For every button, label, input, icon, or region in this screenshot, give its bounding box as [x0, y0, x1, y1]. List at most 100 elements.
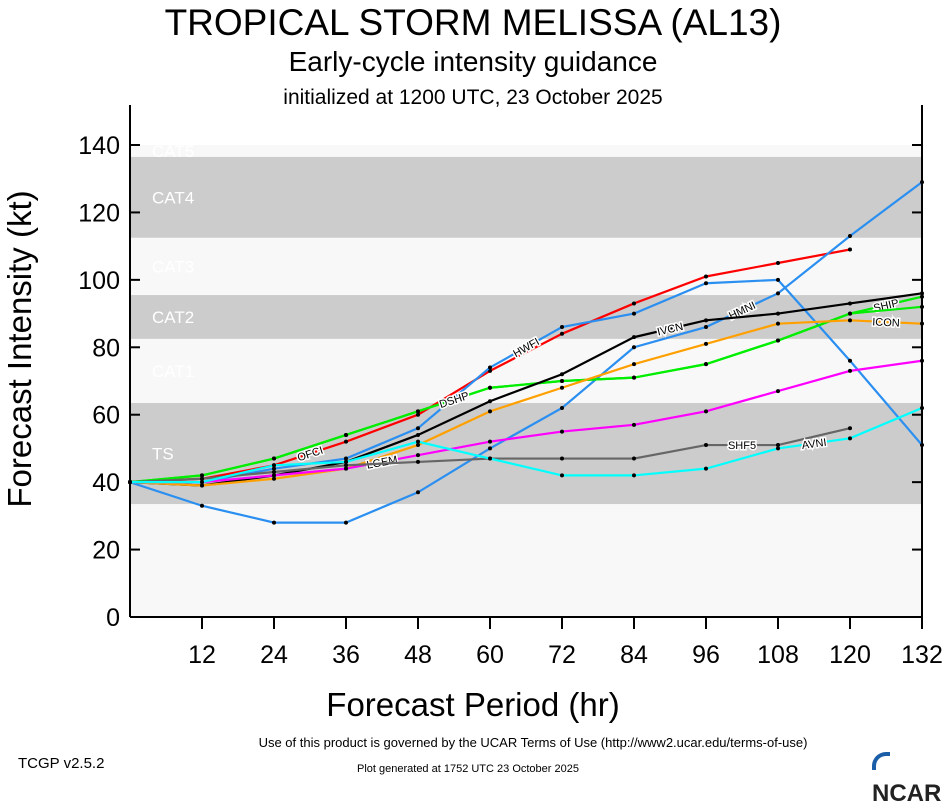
data-point: [704, 281, 708, 286]
series-icon-6: ICON: [128, 315, 924, 488]
data-point: [848, 311, 852, 316]
data-point: [272, 463, 276, 468]
data-point: [560, 379, 564, 383]
version-text: TCGP v2.5.2: [18, 755, 105, 772]
data-point: [920, 443, 924, 448]
band-ts: [130, 402, 922, 505]
data-point: [632, 362, 636, 367]
data-point: [488, 385, 492, 390]
series-line: [129, 305, 923, 484]
band-label-cat1: CAT1: [152, 362, 194, 381]
intensity-chart: TS CAT1 CAT2 CAT3 CAT4 CAT5 0 20 40 60 80 100 120 140…: [78, 105, 943, 669]
data-point: [920, 304, 924, 309]
band-cat2: [130, 295, 922, 339]
series-line: [130, 359, 923, 484]
data-point: [344, 463, 348, 468]
series-label: ICON: [872, 316, 900, 329]
data-point: [560, 405, 564, 410]
y-tick-label: 20: [92, 537, 120, 565]
data-point: [416, 426, 420, 431]
data-point: [416, 439, 420, 444]
data-point: [344, 439, 348, 444]
initialized-time: initialized at 1200 UTC, 23 October 2025: [283, 86, 663, 109]
data-point: [560, 331, 564, 336]
data-point: [416, 412, 420, 417]
band-cat1: [130, 338, 922, 403]
data-point: [632, 422, 636, 427]
data-point: [488, 399, 492, 404]
data-point: [632, 375, 636, 380]
data-point: [416, 432, 420, 437]
y-tick-label: 140: [78, 132, 120, 160]
y-tick-label: 60: [92, 402, 120, 430]
series-label: AVNI: [801, 437, 827, 452]
x-tick-label: 48: [404, 641, 432, 669]
data-point: [272, 470, 276, 475]
generated-time: Plot generated at 1752 UTC 23 October 20…: [357, 763, 579, 775]
data-point: [560, 325, 564, 330]
data-point: [200, 483, 204, 488]
series-line: [130, 406, 923, 484]
data-point: [560, 473, 564, 478]
series-line: [130, 278, 923, 484]
data-point: [848, 247, 852, 252]
chart-title: TROPICAL STORM MELISSA (AL13): [164, 2, 782, 43]
data-point: [704, 274, 708, 279]
x-tick-label: 36: [332, 641, 360, 669]
data-point: [632, 456, 636, 461]
data-point: [920, 180, 924, 185]
data-point: [488, 456, 492, 461]
data-point: [416, 443, 420, 448]
data-point: [776, 443, 780, 448]
data-point: [272, 456, 276, 461]
x-axis-label: Forecast Period (hr): [326, 686, 620, 723]
x-tick-label: 24: [260, 641, 288, 669]
y-tick-label: 0: [106, 604, 120, 632]
ncar-logo-text: NCAR: [872, 780, 942, 807]
data-point: [920, 321, 924, 326]
data-point: [920, 405, 924, 410]
data-point: [848, 234, 852, 239]
data-point: [488, 368, 492, 373]
data-point: [848, 368, 852, 373]
data-point: [416, 409, 420, 414]
data-point: [200, 503, 204, 508]
data-point: [776, 291, 780, 296]
data-point: [848, 436, 852, 441]
data-point: [704, 362, 708, 367]
x-tick-label: 84: [620, 641, 648, 669]
data-point: [560, 385, 564, 390]
data-point: [272, 520, 276, 525]
data-point: [920, 291, 924, 296]
data-point: [776, 338, 780, 343]
data-point: [488, 409, 492, 414]
data-point: [344, 459, 348, 464]
y-tick-label: 40: [92, 469, 120, 497]
band-label-cat2: CAT2: [152, 308, 194, 327]
data-point: [200, 473, 204, 478]
data-point: [848, 301, 852, 306]
data-point: [560, 372, 564, 377]
x-tick-label: 108: [757, 641, 799, 669]
series-line: [129, 319, 923, 487]
band-cat5: [130, 145, 922, 157]
data-point: [344, 466, 348, 471]
data-point: [272, 476, 276, 481]
data-point: [848, 318, 852, 323]
x-tick-label: 132: [901, 641, 943, 669]
data-point: [128, 480, 132, 485]
data-point: [776, 277, 780, 282]
data-point: [704, 466, 708, 471]
band-cat4: [130, 156, 922, 238]
series-avni-9: AVNI: [128, 405, 924, 485]
data-point: [200, 480, 204, 485]
band-label-cat5: CAT5: [152, 142, 194, 161]
data-point: [416, 453, 420, 458]
x-tick-label: 12: [188, 641, 216, 669]
data-point: [776, 321, 780, 326]
band-cat3: [130, 237, 922, 296]
x-tick-label: 96: [692, 641, 720, 669]
data-point: [344, 520, 348, 525]
y-tick-label: 100: [78, 267, 120, 295]
data-point: [632, 335, 636, 340]
